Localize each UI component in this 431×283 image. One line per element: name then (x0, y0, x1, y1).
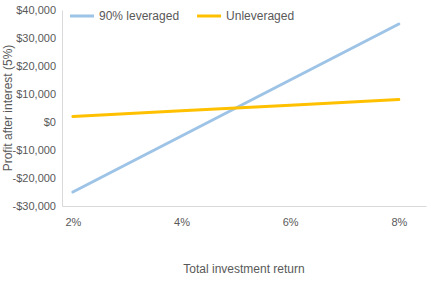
series-line (73, 100, 399, 117)
tick-label: 6% (283, 216, 299, 228)
tick: $30,000 (16, 32, 62, 44)
y-axis-title: Profit after interest (5%) (1, 45, 15, 172)
chart: -$30,000 -$20,000 -$10,000 $0 $10,000 $20,000… (0, 0, 431, 283)
legend: 90% leveraged Unleveraged (70, 9, 294, 23)
series-line (73, 24, 399, 192)
axis-line (63, 206, 427, 207)
tick: $20,000 (16, 60, 62, 72)
x-axis-title: Total investment return (183, 262, 304, 276)
tick-label: 2% (65, 216, 81, 228)
tick-label: $0 (44, 116, 56, 128)
tick: -$30,000 (13, 200, 62, 212)
legend-swatch (197, 15, 221, 18)
tick: $40,000 (16, 4, 62, 16)
tick-label: -$20,000 (13, 172, 56, 184)
tick-label: $30,000 (16, 32, 56, 44)
tick: $0 (44, 116, 62, 128)
axis-line (62, 11, 63, 207)
tick-label: -$10,000 (13, 144, 56, 156)
legend-label: Unleveraged (226, 9, 294, 23)
tick: 2% (65, 206, 81, 228)
legend-item: Unleveraged (197, 9, 294, 23)
tick: $10,000 (16, 88, 62, 100)
tick: 8% (391, 206, 407, 228)
tick-label: 4% (174, 216, 190, 228)
tick-label: $40,000 (16, 4, 56, 16)
tick: -$10,000 (13, 144, 62, 156)
tick-label: $10,000 (16, 88, 56, 100)
plot: -$30,000 -$20,000 -$10,000 $0 $10,000 $20,000… (13, 4, 427, 228)
legend-swatch (70, 15, 94, 18)
series-group (73, 24, 399, 192)
tick: -$20,000 (13, 172, 62, 184)
tick-label: $20,000 (16, 60, 56, 72)
tick-label: -$30,000 (13, 200, 56, 212)
tick-label: 8% (391, 216, 407, 228)
tick: 6% (283, 206, 299, 228)
legend-label: 90% leveraged (99, 9, 179, 23)
legend-item: 90% leveraged (70, 9, 179, 23)
tick: 4% (174, 206, 190, 228)
y-axis: -$30,000 -$20,000 -$10,000 $0 $10,000 $20,000… (13, 4, 63, 212)
x-axis: 2% 4% 6% 8% (63, 206, 427, 228)
